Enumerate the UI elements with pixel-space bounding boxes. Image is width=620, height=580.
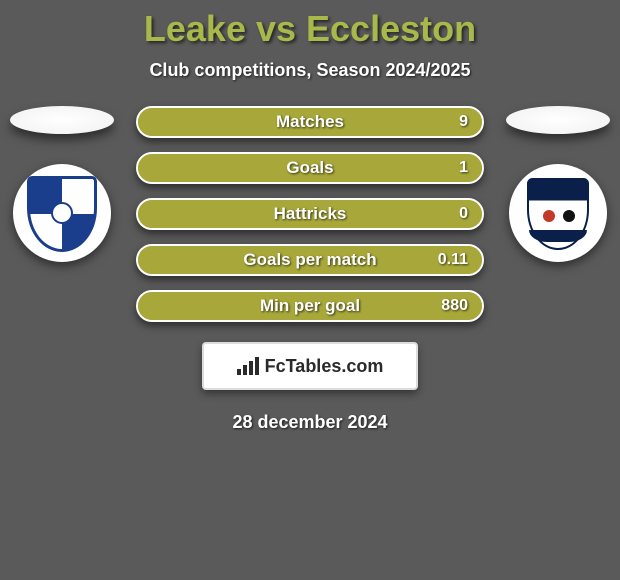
stat-bar-goals: Goals 1 [136, 152, 484, 184]
bar-chart-icon [237, 357, 259, 375]
club-crest-left [13, 164, 111, 262]
stat-bar-goals-per-match: Goals per match 0.11 [136, 244, 484, 276]
stat-value: 880 [441, 292, 468, 320]
brand-badge[interactable]: FcTables.com [202, 342, 418, 390]
stat-label: Hattricks [138, 200, 482, 228]
main-row: Matches 9 Goals 1 Hattricks 0 Goals per … [0, 106, 620, 322]
right-player-col [504, 106, 612, 262]
stat-value: 0 [459, 200, 468, 228]
club-crest-right [509, 164, 607, 262]
page-title: Leake vs Eccleston [0, 8, 620, 50]
stat-value: 1 [459, 154, 468, 182]
stat-label: Goals [138, 154, 482, 182]
stat-value: 9 [459, 108, 468, 136]
shield-icon [527, 178, 589, 250]
comparison-card: Leake vs Eccleston Club competitions, Se… [0, 0, 620, 433]
player-photo-placeholder-right [506, 106, 610, 134]
stat-value: 0.11 [438, 246, 468, 274]
stat-label: Goals per match [138, 246, 482, 274]
stat-label: Matches [138, 108, 482, 136]
player-photo-placeholder-left [10, 106, 114, 134]
subtitle: Club competitions, Season 2024/2025 [0, 60, 620, 81]
stat-bar-min-per-goal: Min per goal 880 [136, 290, 484, 322]
stat-bar-hattricks: Hattricks 0 [136, 198, 484, 230]
dot-icon [543, 210, 555, 222]
dot-icon [563, 210, 575, 222]
stat-bar-matches: Matches 9 [136, 106, 484, 138]
stat-label: Min per goal [138, 292, 482, 320]
stats-bars: Matches 9 Goals 1 Hattricks 0 Goals per … [136, 106, 484, 322]
brand-text: FcTables.com [265, 356, 384, 377]
ball-icon [51, 202, 73, 224]
left-player-col [8, 106, 116, 262]
date-line: 28 december 2024 [0, 412, 620, 433]
